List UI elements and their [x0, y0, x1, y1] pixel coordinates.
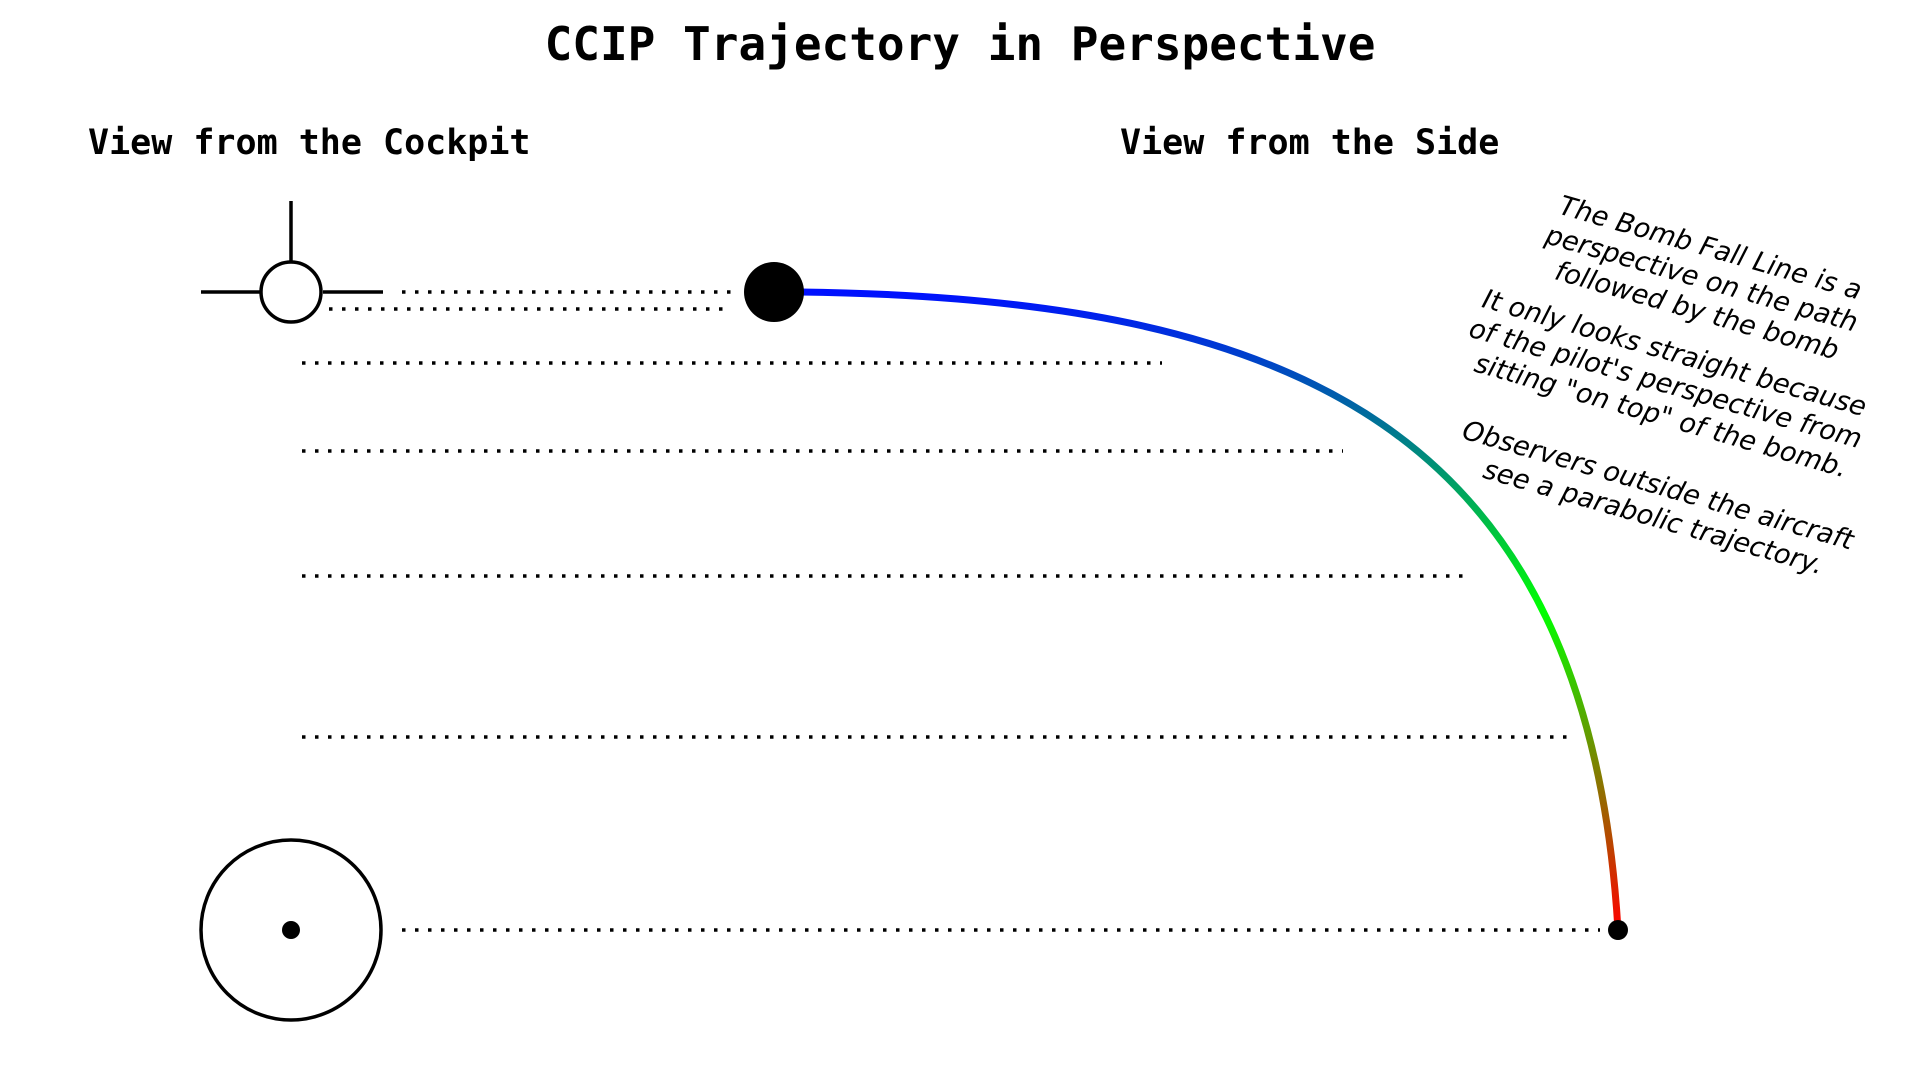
- side-view-label: View from the Side: [1120, 123, 1499, 163]
- filled-circle-icon: [744, 262, 804, 322]
- diagram-title: CCIP Trajectory in Perspective: [545, 17, 1376, 71]
- impact-point: [1608, 920, 1628, 940]
- cockpit-view-label: View from the Cockpit: [88, 123, 531, 163]
- projection-lines: [302, 290, 1600, 932]
- parabolic-trajectory: [796, 288, 1622, 934]
- crosshair-circle-icon: [201, 201, 383, 324]
- pipper-reticle-icon: [199, 838, 383, 1022]
